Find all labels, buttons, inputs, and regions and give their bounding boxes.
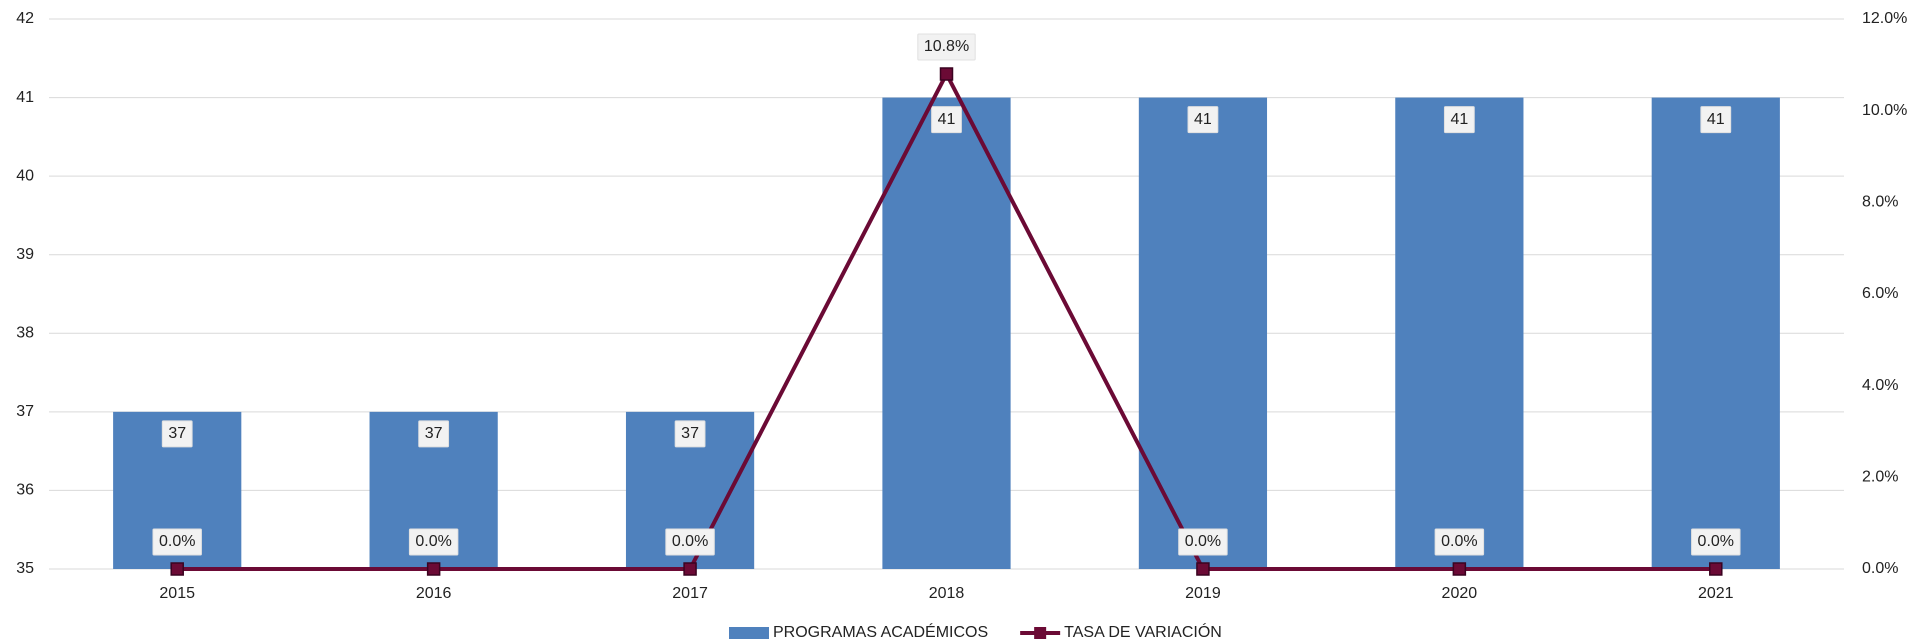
line-value-label-group: 10.8% [917, 33, 976, 61]
x-tick-label: 2017 [672, 585, 708, 602]
line-value-label-group: 0.0% [152, 528, 202, 556]
line-marker [1452, 562, 1467, 576]
line-value-label-group: 0.0% [1691, 528, 1741, 556]
x-tick-label: 2019 [1185, 585, 1221, 602]
line-value-label-bg [1178, 528, 1228, 556]
line-value-label-bg [665, 528, 715, 556]
line-value-label-bg [1434, 528, 1485, 556]
y2-tick-label: 4.0% [1862, 377, 1898, 394]
x-tick-label: 2020 [1442, 585, 1478, 602]
line-marker [426, 562, 441, 576]
x-tick-label: 2021 [1698, 585, 1734, 602]
y-tick-label: 40 [16, 167, 34, 184]
bar-value-label-bg [418, 420, 450, 448]
line-value-label: 0.0% [672, 533, 708, 550]
bar-value-label-bg [161, 420, 193, 448]
bar-value-label: 41 [1450, 111, 1468, 128]
y2-tick-label: 6.0% [1862, 285, 1898, 302]
bar [882, 97, 1011, 570]
bar-value-label-group: 37 [418, 420, 450, 448]
line-value-label-bg [152, 528, 202, 556]
line-value-label-bg [408, 528, 459, 556]
bar-value-label-group: 41 [1700, 106, 1732, 134]
bar-value-label: 41 [1194, 111, 1212, 128]
legend-label: PROGRAMAS ACADÉMICOS [773, 622, 988, 641]
line-value-label: 10.8% [924, 38, 969, 55]
y2-tick-label: 10.0% [1862, 102, 1907, 119]
line-value-label-group: 0.0% [1434, 528, 1485, 556]
line-value-label: 0.0% [1698, 533, 1734, 550]
y2-tick-label: 2.0% [1862, 469, 1898, 486]
bar-value-label-group: 41 [1187, 106, 1219, 134]
bar-value-label-group: 41 [931, 106, 962, 134]
x-tick-label: 2016 [416, 585, 452, 602]
bar [1395, 97, 1524, 570]
bar-value-label-group: 41 [1443, 106, 1475, 134]
bar-value-label-group: 37 [161, 420, 193, 448]
bar-value-label: 41 [1707, 111, 1725, 128]
line-value-label: 0.0% [415, 533, 451, 550]
line-value-label-bg [1691, 528, 1741, 556]
x-tick-label: 2018 [929, 585, 965, 602]
line-marker [1709, 562, 1723, 576]
y2-tick-label: 8.0% [1862, 194, 1898, 211]
bar-value-label-bg [1700, 106, 1732, 134]
y2-tick-label: 12.0% [1862, 10, 1907, 27]
line-value-label-group: 0.0% [408, 528, 459, 556]
bar-value-label: 37 [168, 425, 186, 442]
y-tick-label: 42 [16, 10, 34, 27]
bar-value-label-bg [1187, 106, 1219, 134]
y-tick-label: 41 [16, 89, 34, 106]
y2-tick-label: 0.0% [1862, 560, 1898, 577]
bar-value-label-bg [1443, 106, 1475, 134]
line-value-label: 0.0% [1441, 533, 1477, 550]
line-marker [170, 562, 184, 576]
x-tick-label: 2015 [159, 585, 195, 602]
line-value-label-group: 0.0% [1178, 528, 1228, 556]
bar-value-label: 37 [425, 425, 443, 442]
bar-value-label-bg [931, 106, 962, 134]
line-value-label-group: 0.0% [665, 528, 715, 556]
bar-value-label: 41 [938, 111, 956, 128]
y-tick-label: 39 [16, 246, 34, 263]
line-marker [1196, 562, 1210, 576]
line-value-label: 0.0% [159, 533, 195, 550]
line-marker [939, 67, 954, 81]
y-tick-label: 37 [16, 403, 34, 420]
y-tick-label: 35 [16, 560, 34, 577]
line-value-label: 0.0% [1185, 533, 1221, 550]
bar [1138, 97, 1268, 570]
legend-swatch [729, 627, 769, 639]
legend-marker [1034, 627, 1047, 639]
bar-value-label: 37 [681, 425, 699, 442]
line-value-label-bg [917, 33, 976, 61]
y-tick-label: 38 [16, 325, 34, 342]
legend-label: TASA DE VARIACIÓN [1064, 622, 1222, 641]
bar [1651, 97, 1780, 570]
bar-value-label-bg [674, 420, 706, 448]
bar-value-label-group: 37 [674, 420, 706, 448]
y-tick-label: 36 [16, 482, 34, 499]
line-marker [683, 562, 697, 576]
